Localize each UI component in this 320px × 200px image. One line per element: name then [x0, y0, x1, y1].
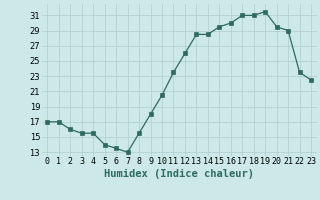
X-axis label: Humidex (Indice chaleur): Humidex (Indice chaleur): [104, 169, 254, 179]
